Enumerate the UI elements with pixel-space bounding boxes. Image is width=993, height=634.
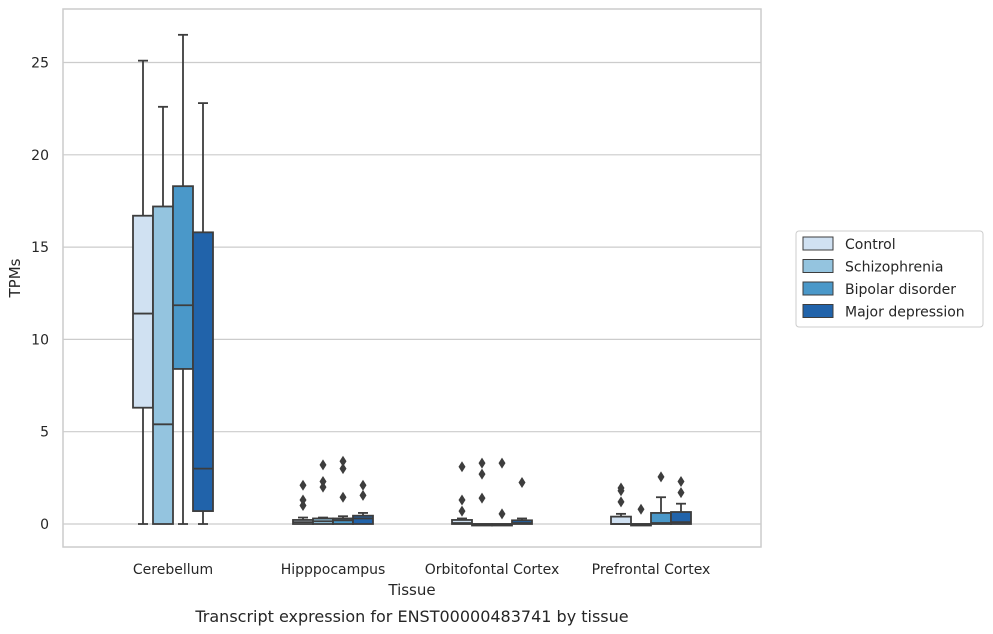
legend: Control Schizophrenia Bipolar disorder Majo… bbox=[795, 230, 984, 328]
box bbox=[152, 205, 174, 525]
y-tick-label: 20 bbox=[31, 148, 49, 164]
y-axis-label: TPMs bbox=[6, 258, 24, 298]
box-group-bipolar-disorder bbox=[491, 457, 513, 527]
box bbox=[192, 231, 214, 512]
legend-label: Bipolar disorder bbox=[845, 282, 956, 298]
outlier-point bbox=[299, 479, 307, 491]
box bbox=[352, 514, 374, 525]
box bbox=[670, 511, 692, 525]
outlier-point bbox=[319, 476, 327, 488]
outlier-point bbox=[677, 487, 685, 499]
legend-label: Control bbox=[845, 237, 896, 253]
outlier-point bbox=[657, 471, 665, 483]
y-tick-label: 15 bbox=[31, 240, 49, 256]
box-group-schizophrenia bbox=[312, 459, 334, 525]
chart-caption: Transcript expression for ENST0000048374… bbox=[194, 607, 628, 626]
x-tick-label: Orbitofontal Cortex bbox=[425, 562, 560, 578]
box-group-bipolar-disorder bbox=[650, 471, 672, 525]
y-tick-label: 5 bbox=[40, 425, 49, 441]
x-tick-label: Hipppocampus bbox=[281, 562, 386, 578]
outlier-point bbox=[359, 479, 367, 491]
box-group-bipolar-disorder bbox=[172, 33, 194, 525]
outlier-point bbox=[299, 500, 307, 512]
box bbox=[610, 515, 632, 525]
box-group-control bbox=[451, 461, 473, 525]
outlier-point bbox=[518, 476, 526, 488]
x-axis-ticks: Cerebellum Hipppocampus Orbitofontal Corte… bbox=[133, 562, 710, 578]
x-axis-label: Tissue bbox=[387, 581, 435, 599]
plot-frame bbox=[62, 8, 762, 548]
outlier-point bbox=[478, 492, 486, 504]
outlier-point bbox=[478, 457, 486, 469]
box-group-bipolar-disorder bbox=[332, 455, 354, 525]
outlier-point bbox=[498, 508, 506, 520]
legend-swatch bbox=[802, 304, 834, 318]
box-group-major-depression bbox=[352, 479, 374, 525]
outlier-point bbox=[339, 455, 347, 467]
outlier-point bbox=[359, 489, 367, 501]
outlier-point bbox=[339, 491, 347, 503]
box-group-major-depression bbox=[511, 476, 533, 525]
x-tick-label: Prefrontal Cortex bbox=[592, 562, 711, 578]
box-group-schizophrenia bbox=[471, 457, 493, 527]
box bbox=[451, 519, 473, 525]
legend-swatch bbox=[802, 259, 834, 273]
y-tick-label: 25 bbox=[31, 56, 49, 72]
outlier-point bbox=[617, 496, 625, 508]
y-tick-label: 10 bbox=[31, 332, 49, 348]
outlier-point bbox=[677, 476, 685, 488]
outlier-point bbox=[319, 481, 327, 493]
box bbox=[511, 519, 533, 525]
box-group-major-depression bbox=[670, 476, 692, 525]
y-axis-ticks: 0 5 10 15 20 25 bbox=[31, 56, 49, 534]
outlier-point bbox=[478, 468, 486, 480]
legend-frame bbox=[795, 230, 984, 328]
outlier-point bbox=[458, 461, 466, 473]
box bbox=[132, 214, 154, 409]
legend-swatch bbox=[802, 281, 834, 296]
y-tick-label: 0 bbox=[40, 517, 49, 533]
box-group-control bbox=[132, 59, 154, 525]
outlier-point bbox=[637, 503, 645, 515]
x-tick-label: Cerebellum bbox=[133, 562, 213, 578]
box bbox=[172, 185, 194, 370]
box-group-control bbox=[292, 479, 314, 525]
legend-swatch bbox=[802, 236, 834, 251]
outlier-point bbox=[458, 494, 466, 506]
box-series bbox=[132, 33, 692, 527]
box-group-major-depression bbox=[192, 102, 214, 525]
box-group-control bbox=[610, 482, 632, 525]
outlier-point bbox=[319, 459, 327, 471]
outlier-point bbox=[617, 482, 625, 494]
outlier-point bbox=[299, 494, 307, 506]
legend-label: Major depression bbox=[845, 305, 965, 321]
box bbox=[332, 517, 354, 525]
box-group-schizophrenia bbox=[630, 503, 652, 527]
box-group-schizophrenia bbox=[152, 105, 174, 525]
legend-label: Schizophrenia bbox=[845, 260, 943, 276]
outlier-point bbox=[498, 457, 506, 469]
outlier-point bbox=[339, 463, 347, 475]
outlier-point bbox=[458, 505, 466, 517]
